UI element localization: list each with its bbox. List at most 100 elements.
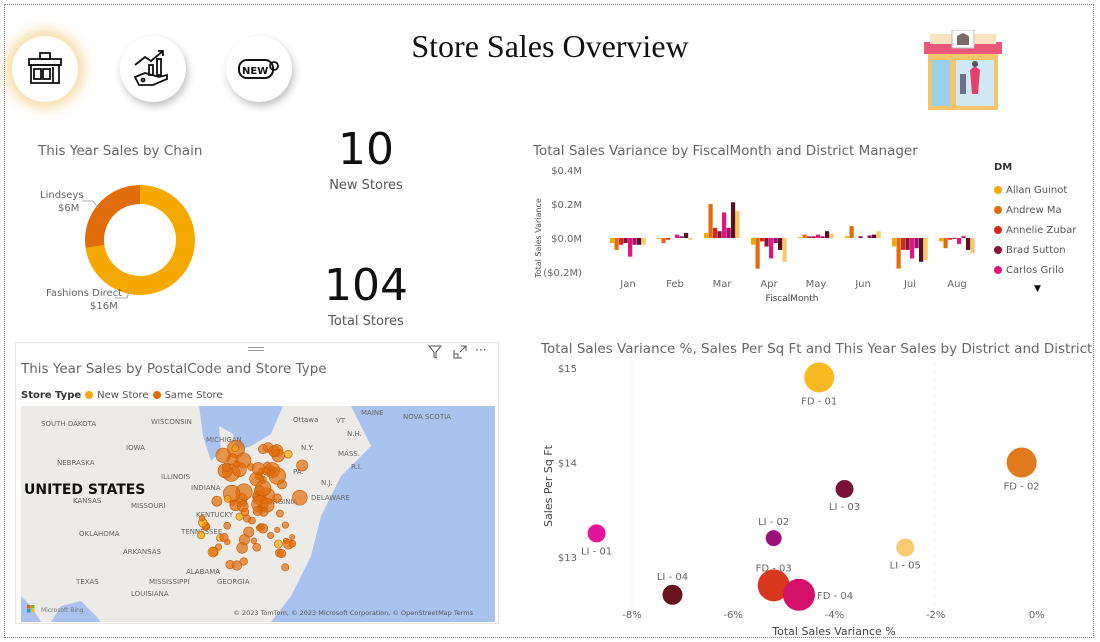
- map-canvas[interactable]: SOUTH DAKOTA WISCONSIN MICHIGAN Ottawa MAINE…: [21, 406, 495, 622]
- bar: [623, 238, 628, 244]
- bar: [722, 212, 727, 238]
- store-nav-button[interactable]: [12, 36, 78, 102]
- bar: [666, 238, 671, 240]
- drag-handle-icon[interactable]: [248, 347, 264, 351]
- scatter-chart: $15 $14 $13 -8% -6% -4% -2% 0% FD - 01 FD - 02 LI …: [542, 362, 1045, 638]
- donut-slice: [85, 185, 195, 295]
- x-tick-label: May: [806, 279, 827, 290]
- map-label: MISSOURI: [131, 502, 166, 510]
- legend-same-store[interactable]: Same Store: [164, 389, 223, 401]
- bar: [717, 231, 722, 238]
- bar: [778, 238, 783, 250]
- new-nav-button[interactable]: NEW: [226, 36, 292, 102]
- y-tick-label: $0.4M: [551, 166, 582, 177]
- bubble-label: LI - 02: [758, 517, 789, 528]
- kpi-label: Total Stores: [328, 314, 404, 329]
- legend-title: DM: [994, 162, 1013, 173]
- map-label: MICHIGAN: [206, 436, 242, 444]
- map-label: VIRGINIA: [266, 498, 298, 506]
- map-label: R.I.: [351, 463, 362, 471]
- report-canvas: [4, 4, 1094, 638]
- legend-item[interactable]: Allan Guinot: [994, 180, 1076, 200]
- legend-dot-icon: [994, 226, 1002, 234]
- map-label: ALABAMA: [186, 568, 220, 576]
- bar: [802, 234, 807, 238]
- bubble-label: FD - 01: [801, 396, 837, 407]
- new-store-bubble: [273, 539, 283, 549]
- map-label: SOUTH DAKOTA: [41, 420, 96, 428]
- bubble-li-05: [896, 538, 915, 557]
- map-label: Ottawa: [293, 416, 318, 424]
- bubble-label: FD - 02: [1004, 482, 1040, 493]
- same-store-bubble: [276, 509, 284, 518]
- map-label: VT: [336, 417, 346, 425]
- bar: [807, 236, 812, 238]
- map-title: This Year Sales by PostalCode and Store …: [21, 361, 327, 377]
- x-tick-label: Jul: [903, 279, 916, 290]
- growth-nav-button[interactable]: [120, 36, 186, 102]
- map-label: MAINE: [361, 409, 384, 417]
- bar: [755, 238, 760, 269]
- same-store-bubble: [248, 516, 256, 525]
- bar: [632, 238, 637, 245]
- legend-new-store[interactable]: New Store: [97, 389, 149, 401]
- x-tick-label: -6%: [723, 610, 742, 621]
- map-label: PA.: [293, 468, 304, 476]
- same-store-bubble: [233, 460, 241, 468]
- bubble-li-03: [835, 479, 854, 498]
- map-legend-title: Store Type: [21, 389, 82, 401]
- legend-item[interactable]: Annelie Zubar: [994, 220, 1076, 240]
- legend-dot-icon: [994, 186, 1002, 194]
- map-visual: ··· This Year Sales by PostalCode and St…: [15, 342, 499, 624]
- bar: [919, 238, 924, 262]
- map-label: NOVA SCOTIA: [403, 413, 451, 421]
- legend-item[interactable]: Carlos Grilo: [994, 260, 1076, 280]
- same-store-bubble: [255, 480, 272, 497]
- x-tick-label: Feb: [666, 279, 684, 290]
- page-title: Store Sales Overview: [411, 28, 689, 64]
- legend-label: Annelie Zubar: [1006, 224, 1077, 236]
- x-tick-label: Mar: [713, 279, 733, 290]
- more-options-icon[interactable]: ···: [475, 343, 487, 357]
- donut-label-lindseys: Lindseys: [40, 190, 84, 201]
- bar: [811, 236, 816, 238]
- svg-text:NEW: NEW: [242, 66, 268, 77]
- same-store-bubble: [281, 521, 289, 529]
- new-store-bubble: [283, 449, 293, 459]
- map-label: IOWA: [126, 444, 145, 452]
- same-store-bubble: [221, 462, 232, 473]
- same-store-bubble: [289, 534, 296, 540]
- donut-chart: Lindseys $6M Fashions Direct $16M: [40, 185, 195, 312]
- map-label: MASS.: [338, 450, 360, 458]
- bar: [708, 204, 713, 238]
- bar: [943, 238, 948, 249]
- bar: [713, 227, 718, 238]
- new-store-bubble: [235, 512, 244, 521]
- same-store-bubble: [223, 521, 231, 530]
- map-label: GEORGIA: [217, 578, 250, 586]
- bar: [966, 238, 971, 250]
- bar: [760, 238, 765, 242]
- map-label: INDIANA: [191, 484, 221, 492]
- x-tick-label: -4%: [825, 610, 844, 621]
- same-store-bubble: [239, 557, 248, 566]
- x-tick-label: Apr: [760, 279, 778, 290]
- same-store-bubble: [268, 467, 287, 485]
- x-axis-label: Total Sales Variance %: [771, 625, 895, 638]
- new-store-bubble: [231, 444, 240, 453]
- legend-more-arrow-icon[interactable]: ▼: [1034, 284, 1041, 294]
- legend-item[interactable]: Brad Sutton: [994, 240, 1076, 260]
- bubble-li-01: [587, 524, 606, 543]
- y-tick-label: $0.0M: [551, 234, 582, 245]
- map-label: DELAWARE: [311, 494, 350, 502]
- bubble-label: FD - 04: [817, 591, 853, 602]
- legend-label: Andrew Ma: [1006, 204, 1062, 216]
- focus-mode-icon[interactable]: [452, 344, 468, 360]
- bar: [773, 238, 778, 244]
- y-axis-label: Total Sales Variance: [534, 198, 543, 279]
- legend-item[interactable]: Andrew Ma: [994, 200, 1076, 220]
- filter-icon[interactable]: [427, 344, 443, 360]
- microsoft-logo-icon: [31, 605, 35, 609]
- map-brand: Microsoft Bing: [41, 607, 84, 614]
- bar: [914, 238, 919, 249]
